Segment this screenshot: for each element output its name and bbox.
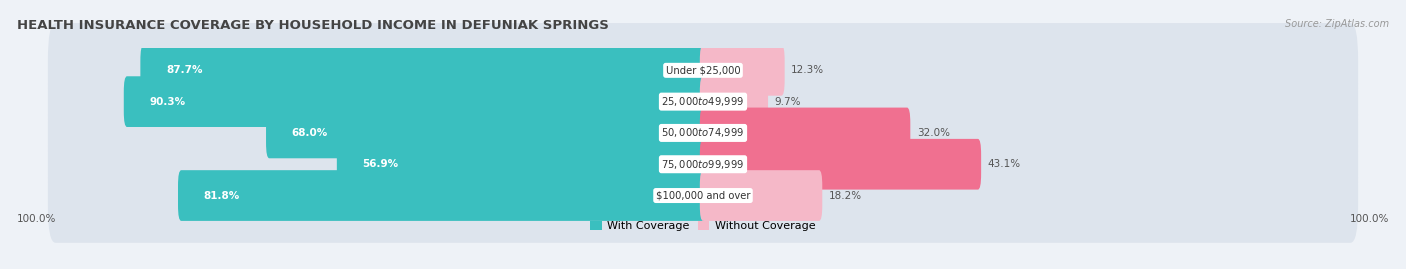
FancyBboxPatch shape: [141, 45, 706, 96]
Legend: With Coverage, Without Coverage: With Coverage, Without Coverage: [586, 217, 820, 236]
FancyBboxPatch shape: [48, 86, 1358, 180]
Text: 12.3%: 12.3%: [792, 65, 824, 75]
Text: $50,000 to $74,999: $50,000 to $74,999: [661, 126, 745, 139]
FancyBboxPatch shape: [700, 76, 768, 127]
Text: 100.0%: 100.0%: [17, 214, 56, 224]
FancyBboxPatch shape: [48, 148, 1358, 243]
Text: 87.7%: 87.7%: [166, 65, 202, 75]
FancyBboxPatch shape: [700, 45, 785, 96]
FancyBboxPatch shape: [48, 54, 1358, 149]
Text: Under $25,000: Under $25,000: [665, 65, 741, 75]
FancyBboxPatch shape: [48, 23, 1358, 118]
Text: 68.0%: 68.0%: [291, 128, 328, 138]
Text: $75,000 to $99,999: $75,000 to $99,999: [661, 158, 745, 171]
FancyBboxPatch shape: [700, 170, 823, 221]
Text: 43.1%: 43.1%: [987, 159, 1021, 169]
Text: 81.8%: 81.8%: [204, 190, 240, 200]
Text: Source: ZipAtlas.com: Source: ZipAtlas.com: [1285, 19, 1389, 29]
FancyBboxPatch shape: [337, 139, 706, 190]
Text: 32.0%: 32.0%: [917, 128, 949, 138]
Text: 90.3%: 90.3%: [149, 97, 186, 107]
Text: $25,000 to $49,999: $25,000 to $49,999: [661, 95, 745, 108]
Text: HEALTH INSURANCE COVERAGE BY HOUSEHOLD INCOME IN DEFUNIAK SPRINGS: HEALTH INSURANCE COVERAGE BY HOUSEHOLD I…: [17, 19, 609, 32]
FancyBboxPatch shape: [48, 117, 1358, 211]
FancyBboxPatch shape: [124, 76, 706, 127]
FancyBboxPatch shape: [700, 139, 981, 190]
Text: 56.9%: 56.9%: [363, 159, 398, 169]
Text: $100,000 and over: $100,000 and over: [655, 190, 751, 200]
FancyBboxPatch shape: [700, 108, 910, 158]
FancyBboxPatch shape: [179, 170, 706, 221]
Text: 100.0%: 100.0%: [1350, 214, 1389, 224]
Text: 18.2%: 18.2%: [828, 190, 862, 200]
FancyBboxPatch shape: [266, 108, 706, 158]
Text: 9.7%: 9.7%: [775, 97, 801, 107]
